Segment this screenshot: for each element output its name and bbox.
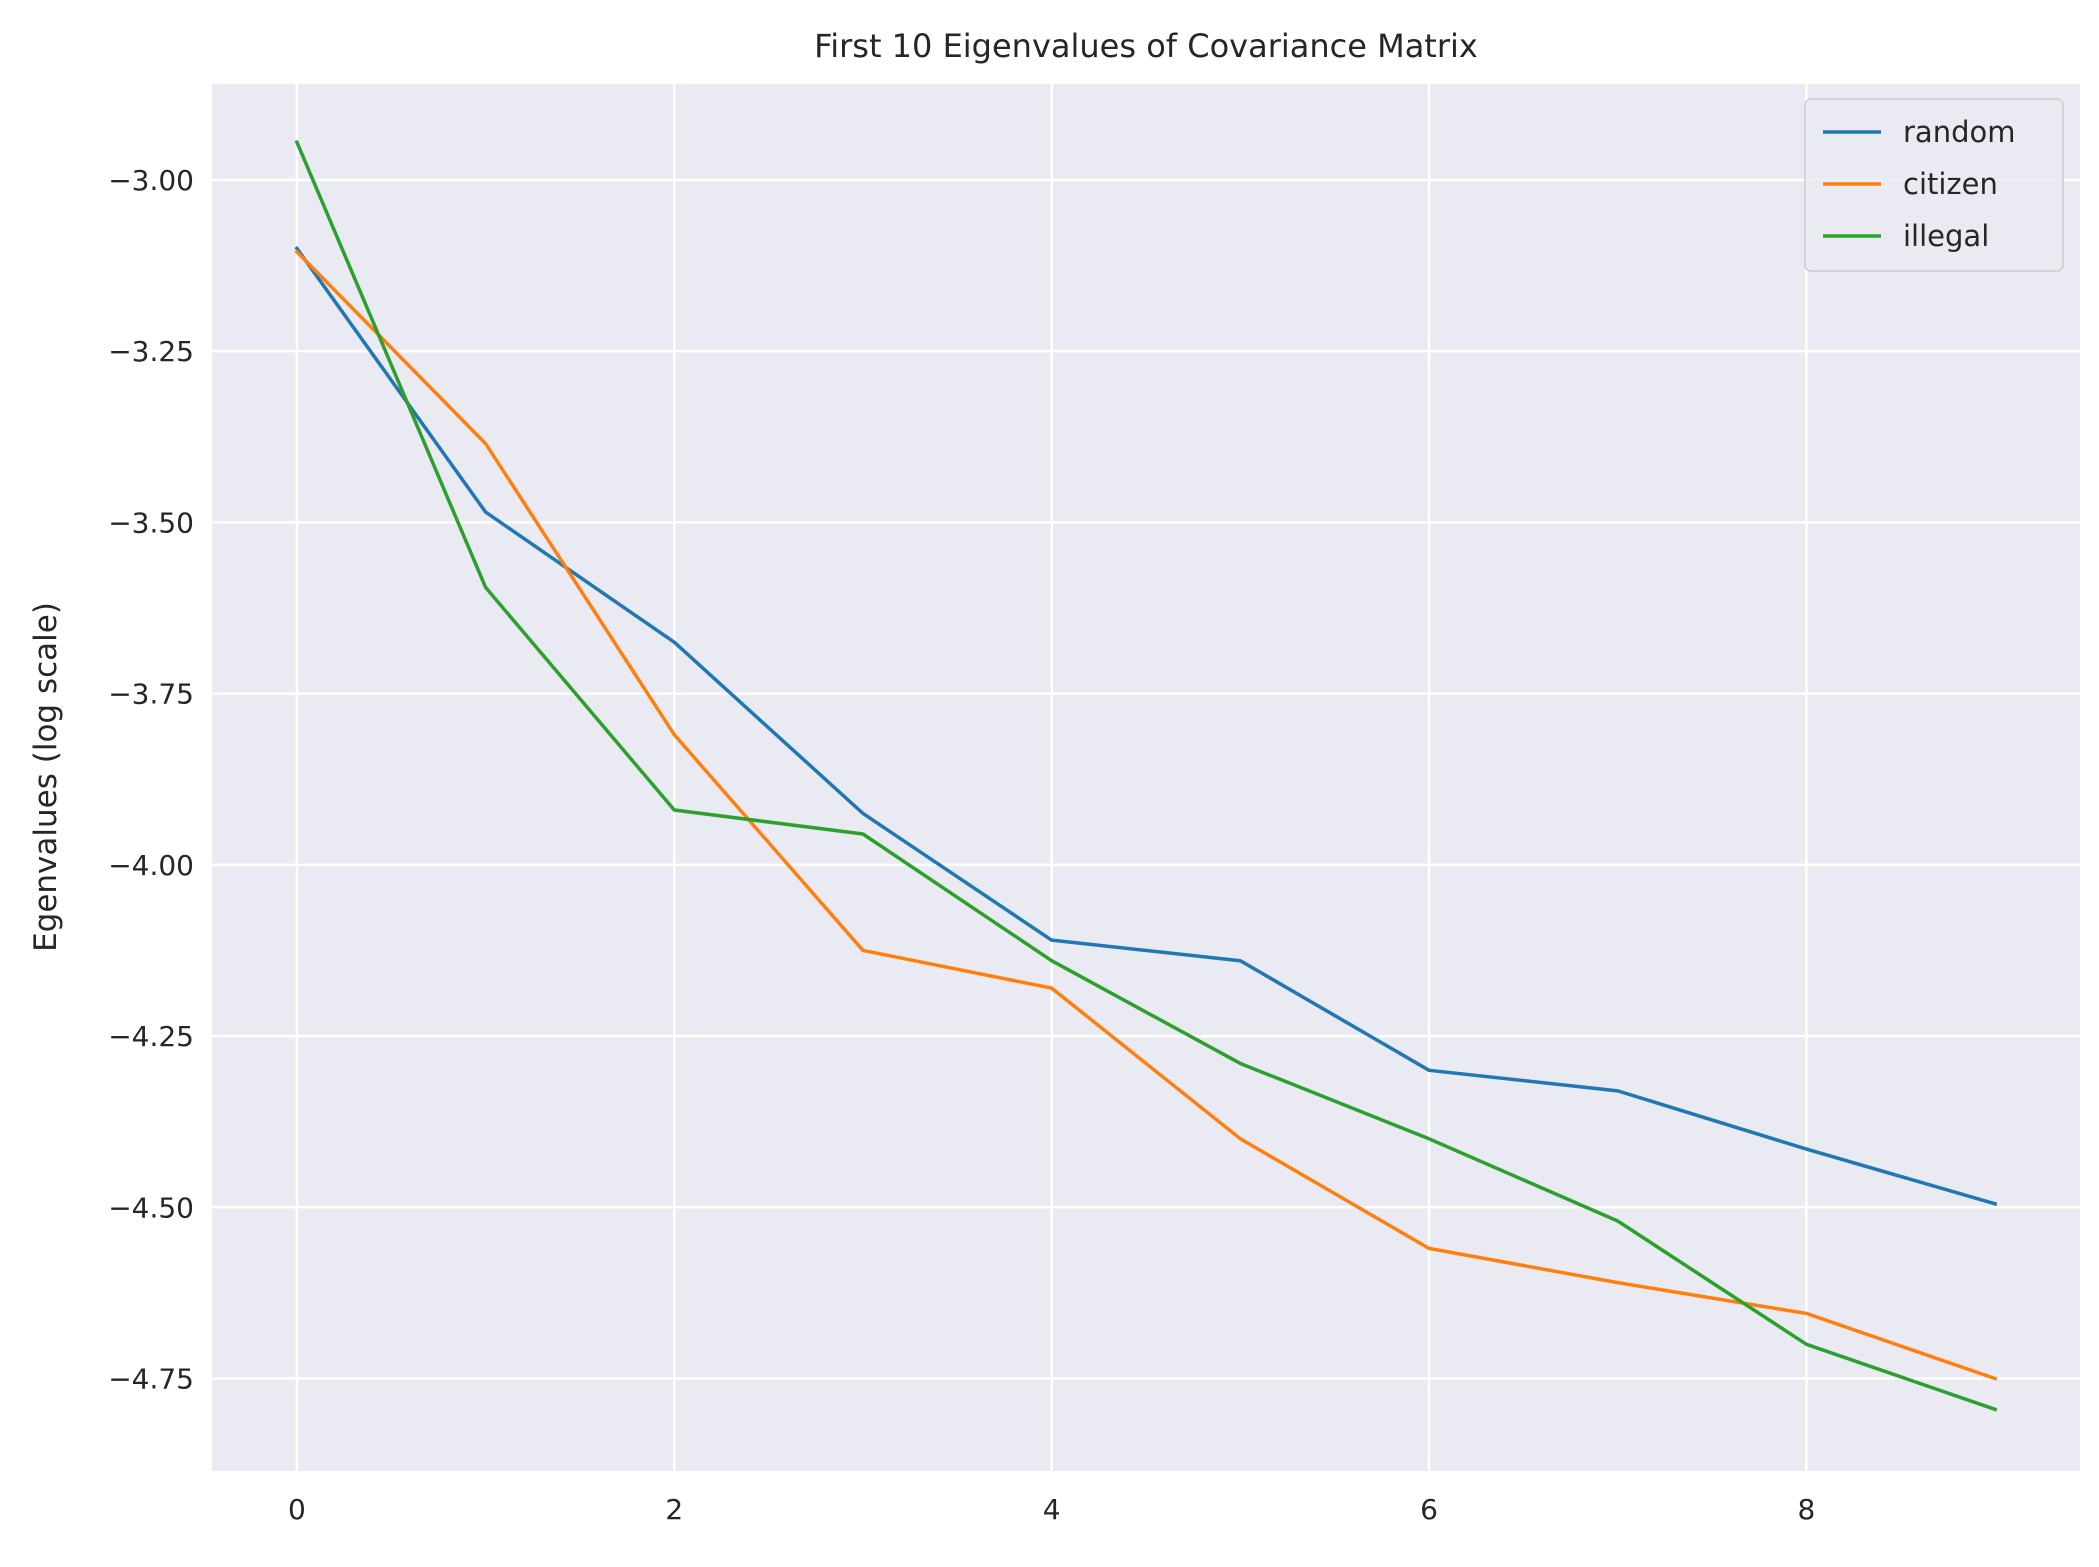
- y-tick-label: −3.75: [108, 678, 194, 711]
- x-tick-label: 2: [665, 1493, 683, 1526]
- y-tick-label: −3.25: [108, 335, 194, 368]
- x-tick-label: 4: [1043, 1493, 1061, 1526]
- y-tick-label: −4.50: [108, 1191, 194, 1224]
- series-line-citizen: [294, 249, 1998, 1381]
- x-axis-ticks: 0 2 4 6 8: [288, 1493, 1815, 1526]
- series-line-random: [294, 245, 1998, 1207]
- y-tick-label: −4.75: [108, 1363, 194, 1396]
- x-tick-label: 0: [288, 1493, 306, 1526]
- plot-area: [212, 84, 2080, 1471]
- series-lines: [294, 139, 1998, 1412]
- chart-title: First 10 Eigenvalues of Covariance Matri…: [814, 27, 1478, 65]
- legend-label-citizen: citizen: [1903, 167, 1998, 201]
- y-tick-label: −4.25: [108, 1020, 194, 1053]
- legend-box: [1804, 98, 2064, 272]
- y-tick-label: −3.00: [108, 164, 194, 197]
- x-tick-label: 6: [1420, 1493, 1438, 1526]
- y-axis-ticks: −3.00 −3.25 −3.50 −3.75 −4.00 −4.25 −4.50 −4.75: [108, 164, 194, 1396]
- y-axis-label: Egenvalues (log scale): [28, 602, 64, 952]
- series-line-illegal: [294, 139, 1998, 1412]
- y-tick-label: −3.50: [108, 506, 194, 539]
- x-tick-label: 8: [1797, 1493, 1815, 1526]
- grid-lines: [212, 84, 2080, 1471]
- legend-label-illegal: illegal: [1903, 219, 1989, 253]
- legend-label-random: random: [1903, 115, 2015, 149]
- legend: random citizen illegal: [1804, 98, 2064, 272]
- y-tick-label: −4.00: [108, 849, 194, 882]
